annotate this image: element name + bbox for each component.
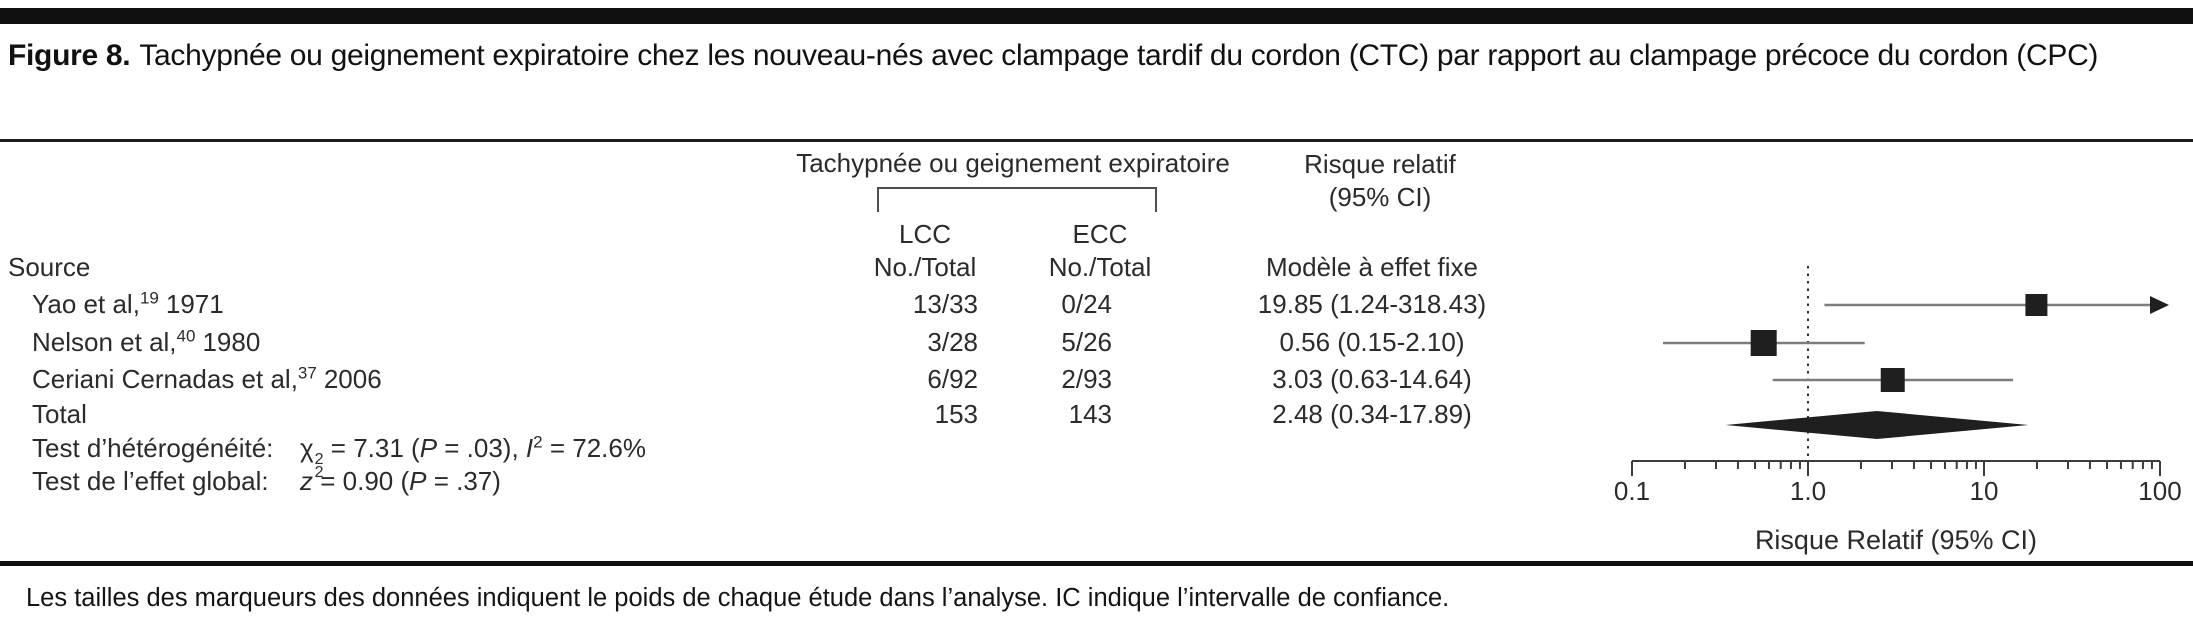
study-authors: Yao et al, <box>32 289 140 319</box>
study-name: Yao et al,19 1971 <box>32 289 224 320</box>
study-authors: Ceriani Cernadas et al, <box>32 364 298 394</box>
overall-test-formula: z = 0.90 (P = .37) <box>300 466 501 497</box>
rr-header-line2: (95% CI) <box>1328 182 1432 212</box>
rr-header-line1: Risque relatif <box>1304 149 1456 179</box>
chi-sub: 2 <box>314 464 324 481</box>
study-ref: 40 <box>176 326 196 346</box>
study-square <box>1880 368 1905 392</box>
study-year: 2006 <box>323 364 382 394</box>
ecc-value: 5/26 <box>1061 327 1112 357</box>
figure-label: Figure 8. <box>8 39 131 72</box>
z-value: = 0.90 ( <box>313 466 410 496</box>
tick-label: 1.0 <box>1790 476 1826 506</box>
overall-test-label: Test de l’effet global: <box>32 466 269 496</box>
model-header: Modèle à effet fixe <box>1266 252 1478 282</box>
chi-symbol: χ <box>300 433 314 463</box>
total-label: Total <box>32 399 87 429</box>
study-year: 1980 <box>202 327 261 357</box>
x-axis-title: Risque Relatif (95% CI) <box>1755 525 2037 555</box>
ecc-value: 0/24 <box>1061 289 1112 319</box>
total-lcc: 153 <box>934 399 978 429</box>
group-bracket <box>877 187 1157 212</box>
chi-sup: 2 <box>314 451 324 468</box>
z-symbol: z <box>300 466 313 496</box>
ci-arrow <box>2150 296 2169 314</box>
figure-title-text: Tachypnée ou geignement expiratoire chez… <box>139 39 2099 72</box>
het-mid: = 7.31 ( <box>323 433 420 463</box>
study-ref: 19 <box>139 288 159 308</box>
lcc-value: 3/28 <box>927 327 978 357</box>
study-square <box>1750 330 1777 356</box>
heterogeneity-test-label: Test d’hétérogénéité: <box>32 433 274 463</box>
total-ecc: 143 <box>1068 399 1112 429</box>
study-name: Nelson et al,40 1980 <box>32 327 260 358</box>
header-rule <box>0 139 2193 142</box>
tick-label: 100 <box>2138 476 2181 506</box>
p-symbol: P <box>419 433 438 463</box>
group-header: Tachypnée ou geignement expiratoire <box>796 148 1230 178</box>
study-ref: 37 <box>297 363 317 383</box>
tick-label: 0.1 <box>1614 476 1650 506</box>
bottom-rule <box>0 561 2193 566</box>
i-sup: 2 <box>533 432 543 452</box>
rr-value: 0.56 (0.15-2.10) <box>1279 327 1465 357</box>
ecc-value: 2/93 <box>1061 364 1112 394</box>
lcc-subheader: No./Total <box>873 252 977 282</box>
rr-value: 3.03 (0.63-14.64) <box>1272 364 1472 394</box>
study-authors: Nelson et al, <box>32 327 177 357</box>
rr-header: Risque relatif (95% CI) <box>1230 148 1530 214</box>
i2-value: = 72.6% <box>542 433 646 463</box>
ecc-header: ECC <box>1072 219 1128 249</box>
source-header: Source <box>8 252 91 282</box>
tick-label: 10 <box>1970 476 1999 506</box>
figure-footnote: Les tailles des marqueurs des données in… <box>26 584 1450 612</box>
p-symbol: P <box>409 466 427 496</box>
study-square <box>2025 294 2048 316</box>
z-p-value: = .37) <box>426 466 501 496</box>
total-diamond <box>1725 411 2029 439</box>
figure-title: Figure 8. Tachypnée ou geignement expirat… <box>8 36 2183 75</box>
het-p-value: = .03), <box>437 433 526 463</box>
lcc-value: 6/92 <box>927 364 978 394</box>
i-symbol: I <box>525 433 534 463</box>
total-rr: 2.48 (0.34-17.89) <box>1272 399 1472 429</box>
top-rule <box>0 8 2193 24</box>
lcc-value: 13/33 <box>912 289 978 319</box>
study-year: 1971 <box>165 289 224 319</box>
lcc-header: LCC <box>898 219 951 249</box>
rr-value: 19.85 (1.24-318.43) <box>1257 289 1487 319</box>
ecc-subheader: No./Total <box>1048 252 1152 282</box>
study-name: Ceriani Cernadas et al,37 2006 <box>32 364 382 395</box>
